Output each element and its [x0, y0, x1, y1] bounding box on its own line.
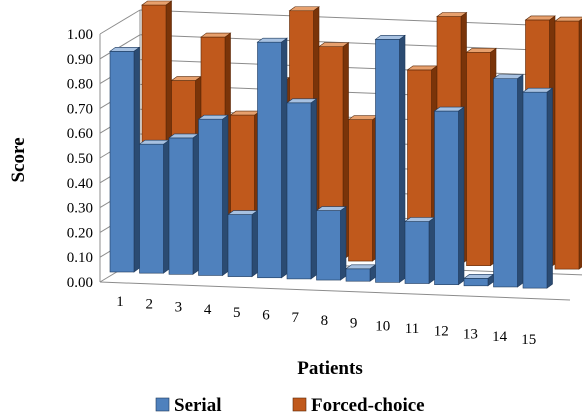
serial-bar-top	[109, 46, 141, 52]
serial-bar	[257, 41, 282, 279]
x-tick-label: 1	[116, 294, 124, 310]
forced-choice-bar-top	[347, 115, 379, 120]
serial-bar	[522, 91, 548, 289]
serial-bar	[434, 110, 459, 285]
gridline-depth	[99, 34, 141, 60]
x-tick-label: 6	[262, 308, 270, 324]
legend-swatch-forced-choice	[292, 397, 307, 412]
serial-bar	[463, 278, 489, 287]
x-tick-label: 4	[204, 302, 212, 318]
serial-bar-top	[138, 139, 170, 145]
x-tick-label: 12	[434, 324, 449, 340]
forced-choice-bar	[466, 52, 491, 266]
serial-bar-side	[251, 210, 258, 278]
y-tick-label: 0.90	[67, 52, 93, 68]
x-tick-label: 5	[233, 305, 241, 321]
serial-bar	[316, 210, 341, 281]
serial-bar-top	[286, 98, 318, 104]
serial-bar-side	[222, 114, 229, 277]
x-tick-label: 8	[321, 313, 329, 329]
serial-bar	[375, 39, 400, 283]
x-tick-label: 3	[175, 299, 183, 315]
serial-bar-top	[256, 37, 288, 43]
serial-bar-side	[281, 37, 288, 279]
serial-bar-side	[546, 87, 553, 289]
serial-bar-side	[428, 216, 435, 285]
x-axis-line	[99, 281, 571, 301]
serial-bar-top	[227, 210, 259, 215]
serial-bar	[286, 102, 312, 280]
serial-bar	[345, 268, 371, 282]
y-tick-label: 0.80	[67, 77, 93, 93]
y-tick-label: 1.00	[67, 27, 93, 43]
y-tick-label: 0.60	[67, 126, 93, 142]
forced-choice-bar	[348, 119, 373, 262]
x-tick-labels: 1 2 3 4 5 6 7 8 9 10 11 12 13 14 15	[116, 294, 536, 348]
legend: Serial Forced-choice	[155, 395, 425, 416]
y-tick-label: 0.70	[67, 101, 93, 117]
serial-bar	[109, 50, 135, 273]
gridline-depth	[99, 9, 141, 35]
x-tick-label: 13	[463, 326, 478, 342]
serial-bar-side	[192, 133, 199, 275]
y-tick-label: 0.30	[67, 201, 93, 217]
serial-bar-top	[433, 106, 465, 112]
x-tick-label: 14	[492, 329, 508, 345]
y-tick-label: 0.50	[67, 151, 93, 167]
forced-choice-bar-top	[406, 65, 438, 71]
bars	[109, 0, 582, 289]
serial-bar-side	[310, 98, 317, 280]
serial-bar-top	[522, 87, 554, 93]
serial-bar-side	[517, 74, 524, 288]
serial-bar-top	[374, 35, 406, 40]
serial-bar	[139, 143, 164, 274]
forced-choice-bar-top	[318, 42, 350, 47]
forced-choice-bar-top	[554, 16, 582, 22]
serial-bar-side	[163, 139, 170, 274]
serial-bar-top	[463, 274, 495, 279]
forced-choice-bar-top	[465, 48, 497, 53]
forced-choice-bar-top	[229, 110, 261, 116]
x-tick-label: 9	[350, 316, 358, 332]
forced-choice-bar-top	[141, 0, 173, 6]
y-tick-label: 0.20	[67, 225, 93, 241]
serial-bar	[493, 78, 518, 288]
forced-choice-bar-top	[288, 6, 320, 12]
serial-bar-side	[458, 106, 465, 286]
forced-choice-bar-top	[524, 15, 556, 21]
serial-bar-top	[168, 133, 200, 139]
y-axis-title: Score	[8, 137, 29, 182]
serial-bar	[404, 221, 430, 284]
legend-label-serial: Serial	[174, 395, 222, 416]
serial-bar-side	[133, 46, 140, 273]
forced-choice-bar-top	[436, 12, 468, 17]
serial-bar-side	[399, 34, 406, 283]
y-tick-label: 0.00	[67, 275, 93, 291]
legend-label-forced-choice: Forced-choice	[311, 395, 425, 416]
y-tick-label: 0.40	[67, 176, 93, 192]
serial-bar-top	[345, 264, 377, 270]
serial-bar	[168, 137, 194, 275]
serial-bar-top	[315, 206, 347, 211]
serial-bar	[198, 118, 223, 276]
x-tick-label: 15	[521, 332, 536, 348]
x-axis-title: Patients	[297, 358, 362, 379]
x-tick-label: 2	[145, 297, 153, 313]
x-tick-label: 11	[405, 321, 419, 337]
forced-choice-bar-top	[170, 76, 202, 81]
x-tick-label: 7	[291, 310, 299, 326]
legend-swatch-serial	[155, 397, 170, 412]
y-tick-label: 0.10	[67, 250, 93, 266]
gridline	[139, 9, 582, 28]
serial-bar-top	[492, 74, 524, 79]
forced-choice-bar	[554, 20, 580, 270]
y-tick-labels: 0.00 0.10 0.20 0.30 0.40 0.50 0.60 0.70 0.80 0.90…	[67, 27, 93, 291]
serial-bar	[227, 214, 253, 277]
x-tick-label: 10	[375, 318, 390, 334]
serial-bar-top	[404, 217, 436, 222]
forced-choice-bar-top	[200, 32, 232, 38]
serial-bar-top	[197, 114, 229, 120]
